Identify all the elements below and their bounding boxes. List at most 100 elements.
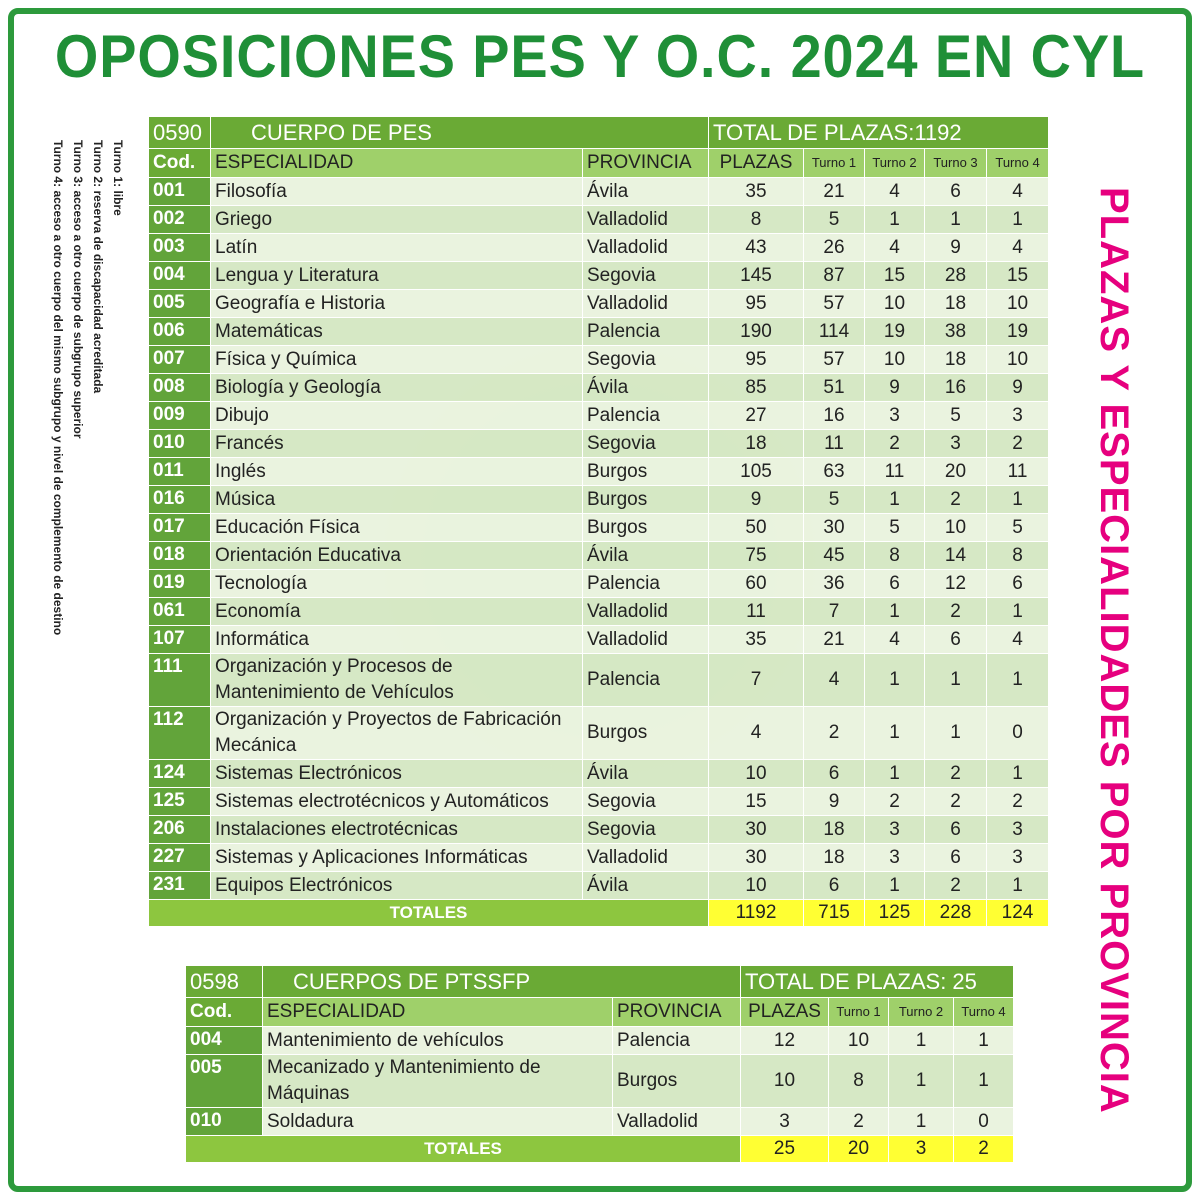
provincia-cell: Valladolid [612, 1107, 741, 1136]
total-value: 1192 [708, 899, 804, 927]
header-row: Cod. ESPECIALIDAD PROVINCIA PLAZAS Turno 1 Tu… [185, 997, 1015, 1027]
column-header: Turno 2 [888, 997, 954, 1027]
plazas-cell: 190 [708, 317, 804, 346]
body-name: CUERPOS DE PTSSFP [262, 965, 741, 998]
column-header: Turno 4 [985, 148, 1050, 178]
especialidad-cell: Latín [210, 233, 583, 262]
total-value: 124 [985, 899, 1050, 927]
turno-cell: 1 [985, 759, 1050, 788]
table-row: 004 Mantenimiento de vehículos Palencia 12 1… [185, 1026, 1015, 1055]
code-cell: 010 [185, 1107, 263, 1136]
total-value: 125 [864, 899, 925, 927]
turno-cell: 1 [985, 653, 1050, 707]
turno-cell: 15 [985, 261, 1050, 290]
table-row: 011 Inglés Burgos 105 63 11 20 11 [148, 457, 1050, 486]
turno-cell: 6 [924, 815, 987, 844]
provincia-cell: Burgos [582, 457, 709, 486]
turno-cell: 2 [924, 871, 987, 900]
table-row: 125 Sistemas electrotécnicos y Automático… [148, 787, 1050, 816]
code-cell: 002 [148, 205, 211, 234]
turno-cell: 1 [985, 485, 1050, 514]
turno-cell: 1 [864, 871, 925, 900]
code-cell: 124 [148, 759, 211, 788]
especialidad-cell: Dibujo [210, 401, 583, 430]
code-cell: 008 [148, 373, 211, 402]
code-cell: 107 [148, 625, 211, 654]
table-row: 061 Economía Valladolid 11 7 1 2 1 [148, 597, 1050, 626]
turno-cell: 19 [864, 317, 925, 346]
turno-cell: 10 [924, 513, 987, 542]
turno-cell: 3 [985, 843, 1050, 872]
especialidad-cell: Inglés [210, 457, 583, 486]
turno-cell: 5 [924, 401, 987, 430]
especialidad-cell: Equipos Electrónicos [210, 871, 583, 900]
turno-cell: 1 [952, 1026, 1015, 1055]
turno-cell: 5 [985, 513, 1050, 542]
turno-cell: 4 [985, 625, 1050, 654]
turno-cell: 1 [985, 597, 1050, 626]
especialidad-cell: Música [210, 485, 583, 514]
plazas-cell: 10 [740, 1054, 829, 1108]
code-cell: 004 [148, 261, 211, 290]
total-value: 25 [740, 1135, 829, 1163]
turno-cell: 1 [985, 205, 1050, 234]
turno-cell: 16 [803, 401, 865, 430]
plazas-cell: 15 [708, 787, 804, 816]
turno-cell: 19 [985, 317, 1050, 346]
table-row: 019 Tecnología Palencia 60 36 6 12 6 [148, 569, 1050, 598]
turno-cell: 16 [924, 373, 987, 402]
especialidad-cell: Organización y Procesos de Mantenimiento… [210, 653, 583, 707]
plazas-cell: 10 [708, 871, 804, 900]
provincia-cell: Palencia [612, 1026, 741, 1055]
column-header: PLAZAS [708, 148, 804, 178]
column-header: Cod. [185, 997, 263, 1027]
provincia-cell: Palencia [582, 401, 709, 430]
turno-cell: 10 [985, 345, 1050, 374]
provincia-cell: Segovia [582, 429, 709, 458]
border-frame [8, 8, 1192, 1192]
plazas-cell: 11 [708, 597, 804, 626]
turno-cell: 18 [924, 289, 987, 318]
especialidad-cell: Francés [210, 429, 583, 458]
turno-cell: 8 [828, 1054, 889, 1108]
especialidad-cell: Biología y Geología [210, 373, 583, 402]
turno-cell: 2 [924, 759, 987, 788]
table-row: 010 Francés Segovia 18 11 2 3 2 [148, 429, 1050, 458]
turno-cell: 6 [985, 569, 1050, 598]
turno-cell: 9 [803, 787, 865, 816]
code-cell: 111 [148, 653, 211, 707]
provincia-cell: Ávila [582, 373, 709, 402]
note: Turno 4: acceso a otro cuerpo del mismo … [51, 140, 65, 636]
table-row: 016 Música Burgos 9 5 1 2 1 [148, 485, 1050, 514]
provincia-cell: Ávila [582, 541, 709, 570]
code-cell: 018 [148, 541, 211, 570]
turno-cell: 11 [803, 429, 865, 458]
column-header: PROVINCIA [582, 148, 709, 178]
turno-cell: 2 [924, 787, 987, 816]
note: Turno 2: reserva de discapacidad acredit… [91, 140, 105, 394]
column-header: Turno 1 [803, 148, 865, 178]
column-header: Turno 4 [952, 997, 1015, 1027]
turno-cell: 1 [864, 485, 925, 514]
turno-cell: 12 [924, 569, 987, 598]
turno-cell: 28 [924, 261, 987, 290]
turno-cell: 2 [864, 429, 925, 458]
column-header: PLAZAS [740, 997, 829, 1027]
code-cell: 005 [148, 289, 211, 318]
turno-cell: 8 [985, 541, 1050, 570]
turno-cell: 10 [864, 289, 925, 318]
provincia-cell: Ávila [582, 759, 709, 788]
turno-cell: 6 [924, 177, 987, 206]
turno-cell: 114 [803, 317, 865, 346]
turno-cell: 2 [924, 485, 987, 514]
plazas-cell: 105 [708, 457, 804, 486]
provincia-cell: Segovia [582, 787, 709, 816]
code-cell: 005 [185, 1054, 263, 1108]
provincia-cell: Ávila [582, 871, 709, 900]
code-cell: 061 [148, 597, 211, 626]
turno-cell: 10 [864, 345, 925, 374]
especialidad-cell: Física y Química [210, 345, 583, 374]
code-cell: 125 [148, 787, 211, 816]
turno-cell: 4 [985, 233, 1050, 262]
turno-cell: 2 [924, 597, 987, 626]
